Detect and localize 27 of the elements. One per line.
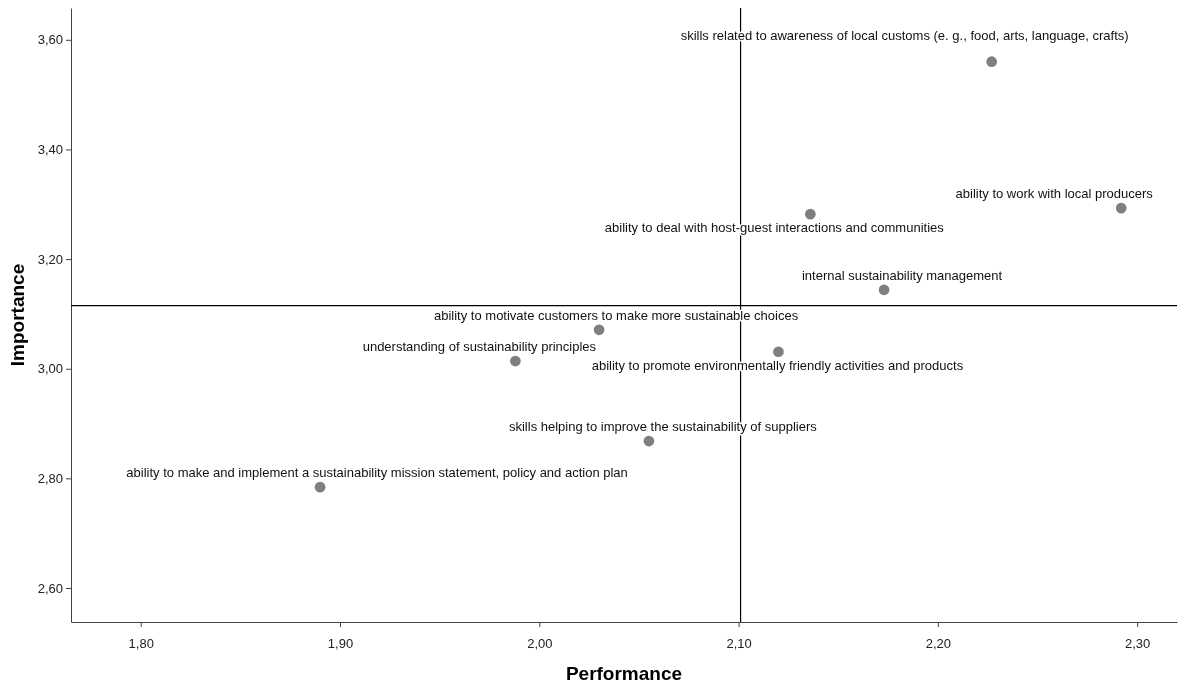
point [593, 324, 605, 336]
point [804, 208, 816, 220]
point [1115, 202, 1127, 214]
y-tick-label: 2,80 [37, 471, 63, 487]
point [773, 346, 784, 358]
y-tick-label: 3,00 [37, 361, 63, 377]
annotation: internal sustainability management [801, 267, 1003, 283]
y-tick-label: 3,20 [37, 251, 63, 267]
x-tick-label: 1,80 [128, 636, 154, 652]
point [643, 435, 655, 447]
y-tick-label: 3,60 [37, 32, 63, 48]
x-tick-label: 2,20 [925, 636, 952, 652]
point [878, 284, 890, 296]
y-axis-title: Importance [7, 263, 28, 367]
x-tick-label: 2,10 [726, 636, 752, 652]
y-tick-label: 2,60 [37, 580, 63, 596]
x-tick-label: 1,90 [327, 636, 354, 652]
annotation: ability to make and implement a sustainability mission statement, policy and action plan [126, 465, 628, 481]
annotation: ability to work with local producers [955, 186, 1154, 202]
y-tick-label: 3,40 [37, 142, 63, 158]
point [986, 56, 998, 68]
point [510, 355, 521, 367]
annotation: understanding of sustainability principles [362, 339, 597, 355]
point [314, 481, 326, 493]
x-tick-label: 2,00 [527, 636, 553, 652]
x-axis-title: Performance [565, 663, 683, 684]
x-tick-label: 2,30 [1124, 636, 1151, 652]
